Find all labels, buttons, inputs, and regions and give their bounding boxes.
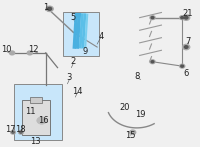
Circle shape xyxy=(151,61,154,63)
Text: 5: 5 xyxy=(71,13,76,22)
Text: 2: 2 xyxy=(71,57,76,66)
Circle shape xyxy=(19,131,23,134)
Circle shape xyxy=(181,17,184,19)
Circle shape xyxy=(151,17,154,19)
Text: 1: 1 xyxy=(43,3,48,12)
Text: 18: 18 xyxy=(15,125,25,134)
Text: 12: 12 xyxy=(29,45,39,55)
Text: 3: 3 xyxy=(67,73,72,82)
Circle shape xyxy=(180,16,185,20)
Circle shape xyxy=(20,131,22,133)
Circle shape xyxy=(11,131,15,134)
Text: 13: 13 xyxy=(30,137,41,146)
Circle shape xyxy=(184,46,188,48)
Circle shape xyxy=(150,16,155,20)
Text: 4: 4 xyxy=(98,32,104,41)
Text: 9: 9 xyxy=(83,47,88,56)
Text: 19: 19 xyxy=(135,110,146,119)
Bar xyxy=(22,100,50,135)
Circle shape xyxy=(27,51,32,55)
Circle shape xyxy=(37,117,47,124)
Circle shape xyxy=(48,7,52,10)
Circle shape xyxy=(181,65,184,67)
Text: 15: 15 xyxy=(126,131,136,140)
Circle shape xyxy=(180,64,185,68)
Text: 8: 8 xyxy=(134,72,139,81)
Text: 10: 10 xyxy=(1,45,11,55)
Circle shape xyxy=(183,15,190,20)
Circle shape xyxy=(12,131,14,133)
Circle shape xyxy=(130,130,136,135)
Bar xyxy=(14,84,62,140)
Circle shape xyxy=(183,44,190,50)
Bar xyxy=(63,12,99,56)
Text: 20: 20 xyxy=(120,103,130,112)
Bar xyxy=(30,97,42,103)
Circle shape xyxy=(46,6,53,11)
Text: 7: 7 xyxy=(185,37,191,46)
Circle shape xyxy=(150,60,155,64)
Text: 16: 16 xyxy=(38,116,49,125)
Text: 17: 17 xyxy=(5,125,15,134)
Text: 11: 11 xyxy=(25,107,35,116)
Circle shape xyxy=(184,16,188,19)
Text: 6: 6 xyxy=(183,69,189,78)
Text: 14: 14 xyxy=(72,87,83,96)
Circle shape xyxy=(9,51,15,55)
Text: 21: 21 xyxy=(183,9,193,18)
